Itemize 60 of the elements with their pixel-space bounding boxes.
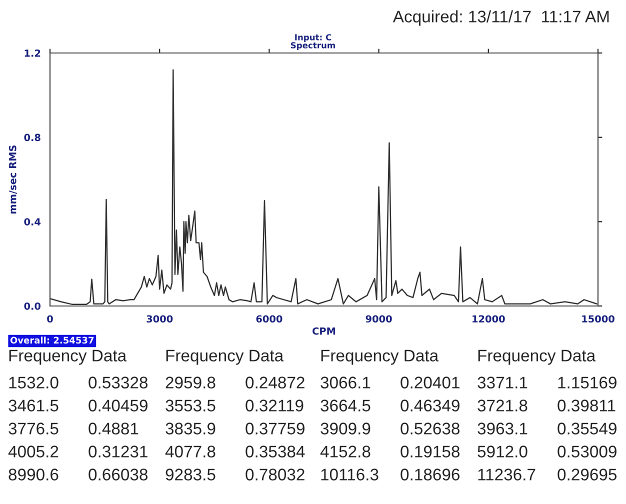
- text: 3963.1: [478, 422, 528, 434]
- text: 0.29695: [558, 468, 617, 480]
- text: 0.19158: [400, 446, 460, 458]
- y-tick-label: 0.8: [24, 134, 40, 142]
- text: 3553.5: [166, 400, 216, 412]
- text: 0.35549: [558, 422, 616, 434]
- text: 3461.5: [8, 400, 58, 412]
- x-tick-label: 9000: [366, 315, 392, 323]
- text: 0.66038: [88, 468, 148, 480]
- x-tick-label: 6000: [256, 315, 282, 323]
- text: 0.78032: [246, 468, 304, 480]
- x-tick-label: 0: [47, 315, 53, 323]
- text: 0.31231: [88, 446, 148, 458]
- text: 0.20401: [400, 376, 460, 388]
- text: 3835.9: [166, 422, 216, 434]
- y-axis-title: mm/sec RMS: [8, 145, 18, 214]
- x-tick-label: 3000: [146, 315, 173, 323]
- text: Frequency Data: [321, 350, 439, 365]
- text: Frequency Data: [9, 350, 127, 365]
- chart-title: Input: C: [295, 34, 332, 42]
- text: 0.39811: [558, 400, 616, 412]
- text: 5912.0: [478, 446, 528, 458]
- text: 0.35384: [246, 446, 305, 458]
- text: 10116.3: [321, 468, 378, 480]
- y-tick-label: 0.0: [24, 302, 41, 310]
- text: Acquired: 13/11/17 11:17 AM: [392, 10, 609, 26]
- text: 0.46349: [400, 400, 460, 412]
- text: 0.40459: [88, 400, 148, 412]
- text: 11236.7: [478, 468, 536, 480]
- text: 0.24872: [246, 376, 304, 388]
- text: 4152.8: [320, 446, 370, 458]
- text: 1.15169: [558, 376, 616, 388]
- text: 8990.6: [8, 468, 58, 480]
- text: 0.52638: [400, 422, 460, 434]
- text: 3664.5: [320, 400, 370, 412]
- text: 4077.8: [165, 446, 216, 458]
- text: 0.4881: [88, 422, 138, 434]
- text: 0.53009: [558, 446, 616, 458]
- x-tick-label: 12000: [472, 315, 505, 323]
- text: 3066.1: [320, 376, 370, 388]
- text: 1532.0: [9, 376, 58, 388]
- text: 3721.8: [478, 400, 528, 412]
- text: 4005.2: [8, 446, 58, 458]
- text: 3909.9: [320, 422, 370, 434]
- text: 0.53328: [88, 376, 148, 388]
- text: 2959.8: [166, 376, 216, 388]
- text: 3371.1: [478, 376, 528, 388]
- text: Frequency Data: [166, 350, 284, 365]
- text: 0.18696: [400, 468, 460, 480]
- text: 9283.5: [166, 468, 216, 480]
- y-tick-label: 0.4: [24, 218, 41, 226]
- text: Overall: 2.54537: [10, 336, 94, 344]
- text: 0.32119: [246, 400, 304, 412]
- text: 3776.5: [8, 422, 58, 434]
- x-axis-title: CPM: [312, 327, 336, 335]
- text: 0.37759: [246, 422, 304, 434]
- chart-subtitle: Spectrum: [290, 42, 335, 50]
- y-tick-label: 1.2: [24, 49, 40, 57]
- text: Frequency Data: [478, 350, 596, 365]
- x-tick-label: 15000: [582, 315, 614, 323]
